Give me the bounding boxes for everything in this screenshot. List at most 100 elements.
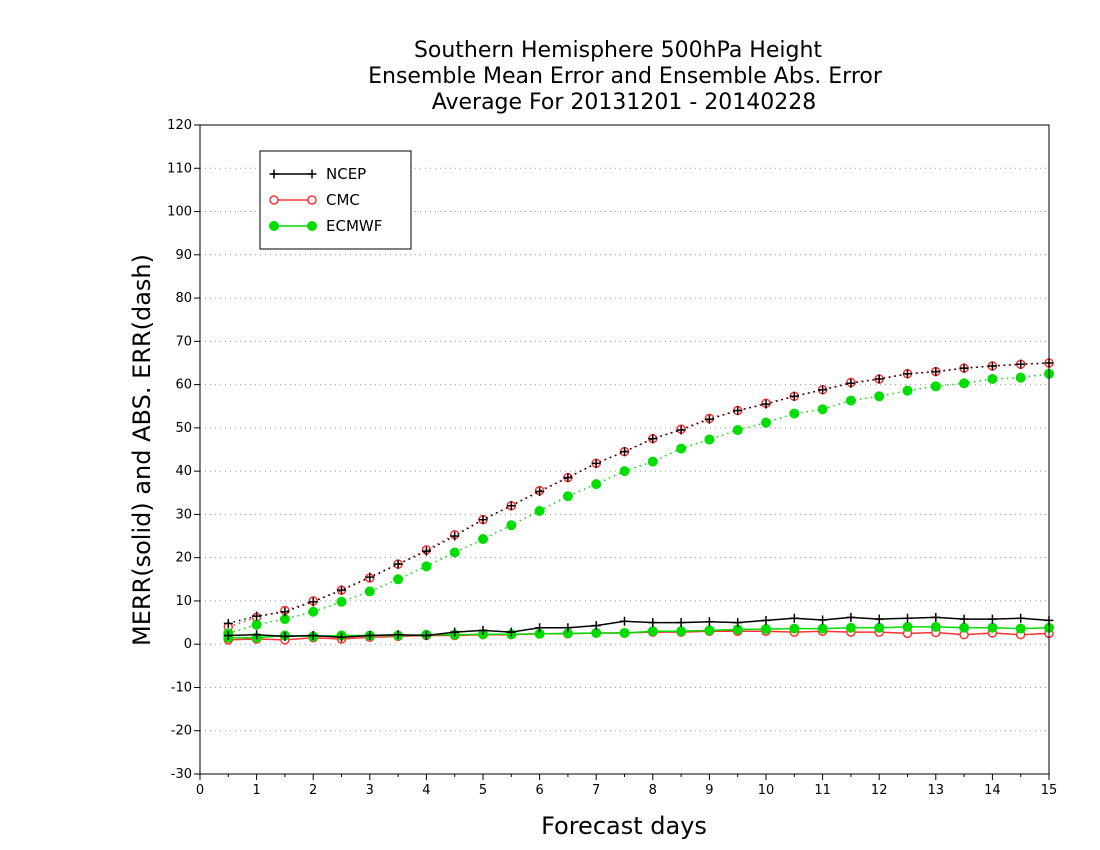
ncep-merr-point	[704, 617, 714, 627]
y-tick-label: 60	[175, 378, 192, 393]
ecmwf-merr-point	[789, 623, 800, 634]
y-tick-label: 120	[167, 118, 192, 133]
ncep-abserr-point	[337, 585, 346, 595]
y-tick-label: 20	[175, 551, 192, 566]
ecmwf-abserr-point	[619, 466, 630, 477]
legend-marker-ecmwf	[269, 221, 279, 231]
x-tick-label: 9	[705, 783, 713, 798]
legend-marker-ecmwf	[307, 221, 317, 231]
y-tick-label: 50	[175, 421, 192, 436]
ncep-abserr-point	[506, 501, 516, 511]
x-tick-label: 0	[196, 783, 204, 798]
ncep-abserr-point	[308, 597, 318, 607]
ecmwf-abserr-point	[562, 491, 573, 502]
ncep-merr-point	[421, 631, 431, 641]
ncep-merr-point	[252, 630, 262, 640]
ncep-merr-point	[903, 613, 912, 623]
ncep-abserr-point	[591, 458, 601, 468]
ecmwf-abserr-point	[761, 417, 771, 428]
plot-frame	[199, 124, 1050, 775]
ncep-merr-line	[228, 616, 1050, 639]
ecmwf-merr-point	[647, 626, 658, 637]
ecmwf-abserr-point	[732, 425, 743, 436]
ncep-merr-point	[846, 612, 856, 622]
x-axis-label: Forecast days	[541, 812, 707, 840]
ecmwf-abserr-point	[591, 479, 602, 490]
x-tick-label: 10	[758, 783, 775, 798]
ncep-merr-point	[620, 616, 629, 626]
ecmwf-merr-point	[761, 624, 771, 635]
x-tick-label: 3	[366, 783, 374, 798]
ncep-abserr-point	[987, 361, 997, 371]
ncep-merr-point	[874, 614, 884, 624]
y-tick-label: 100	[167, 205, 192, 220]
ncep-abserr-point	[563, 473, 573, 483]
legend-label-ecmwf: ECMWF	[326, 217, 382, 235]
y-tick-label: 80	[175, 291, 192, 306]
ecmwf-abserr-point	[506, 520, 517, 531]
ncep-merr-point	[506, 627, 516, 637]
ncep-merr-point	[365, 631, 375, 641]
legend-marker-ncep	[269, 169, 279, 179]
ncep-merr-point	[648, 618, 658, 628]
ncep-merr-point	[337, 632, 346, 642]
x-tick-label: 15	[1041, 783, 1058, 798]
ecmwf-merr-point	[902, 621, 913, 632]
ncep-abserr-point	[874, 374, 884, 384]
ncep-abserr-point	[761, 399, 771, 409]
ecmwf-abserr-point	[478, 534, 488, 545]
ncep-merr-point	[818, 615, 828, 625]
ecmwf-abserr-point	[987, 373, 998, 384]
ncep-abserr-point	[450, 531, 460, 541]
ecmwf-merr-point	[817, 623, 828, 634]
x-tick-label: 6	[535, 783, 543, 798]
legend-box	[259, 150, 412, 250]
legend-marker-cmc	[269, 195, 279, 205]
ncep-merr-point	[563, 623, 573, 633]
y-tick-label: -20	[171, 724, 192, 739]
ecmwf-abserr-point	[647, 456, 658, 467]
ncep-merr-point	[676, 618, 686, 628]
y-tick-label: 70	[175, 334, 192, 349]
ncep-abserr-point	[931, 367, 941, 377]
ncep-abserr-point	[478, 515, 488, 525]
ecmwf-abserr-point	[704, 434, 715, 445]
ecmwf-abserr-point	[534, 505, 545, 516]
ecmwf-abserr-point	[1015, 372, 1026, 383]
ncep-abserr-point	[704, 414, 714, 424]
ncep-abserr-point	[789, 391, 799, 401]
y-tick-label: 90	[175, 248, 192, 263]
y-tick-label: -30	[171, 767, 192, 782]
ncep-merr-point	[223, 631, 233, 641]
x-tick-label: 14	[984, 783, 1001, 798]
x-tick-label: 5	[479, 783, 487, 798]
ncep-abserr-point	[280, 607, 290, 617]
ecmwf-merr-point	[959, 622, 970, 633]
x-tick-label: 7	[592, 783, 600, 798]
ncep-merr-point	[393, 630, 403, 640]
ecmwf-abserr-point	[845, 395, 856, 406]
x-tick-label: 8	[649, 783, 657, 798]
ncep-abserr-line	[228, 362, 1050, 625]
ecmwf-abserr-point	[902, 385, 913, 396]
x-tick-label: 13	[928, 783, 945, 798]
ncep-merr-point	[478, 625, 488, 635]
ncep-abserr-point	[648, 434, 658, 444]
ncep-abserr-point	[252, 611, 262, 621]
ncep-abserr-point	[393, 559, 403, 569]
ecmwf-abserr-point	[449, 547, 460, 558]
title-line-2: Ensemble Mean Error and Ensemble Abs. Er…	[368, 64, 883, 89]
ncep-abserr-point	[421, 546, 431, 556]
y-tick-label: 10	[175, 594, 192, 609]
ecmwf-merr-point	[930, 621, 941, 632]
ncep-merr-point	[308, 631, 318, 641]
ncep-merr-point	[591, 621, 601, 631]
legend: NCEP CMC ECMWF	[259, 150, 412, 250]
ecmwf-abserr-point	[393, 574, 404, 585]
ecmwf-abserr-point	[930, 381, 941, 392]
legend-marker-cmc	[307, 195, 317, 205]
ncep-abserr-point	[1016, 359, 1026, 369]
y-tick-label: 0	[184, 637, 192, 652]
ecmwf-abserr-line	[228, 373, 1050, 635]
